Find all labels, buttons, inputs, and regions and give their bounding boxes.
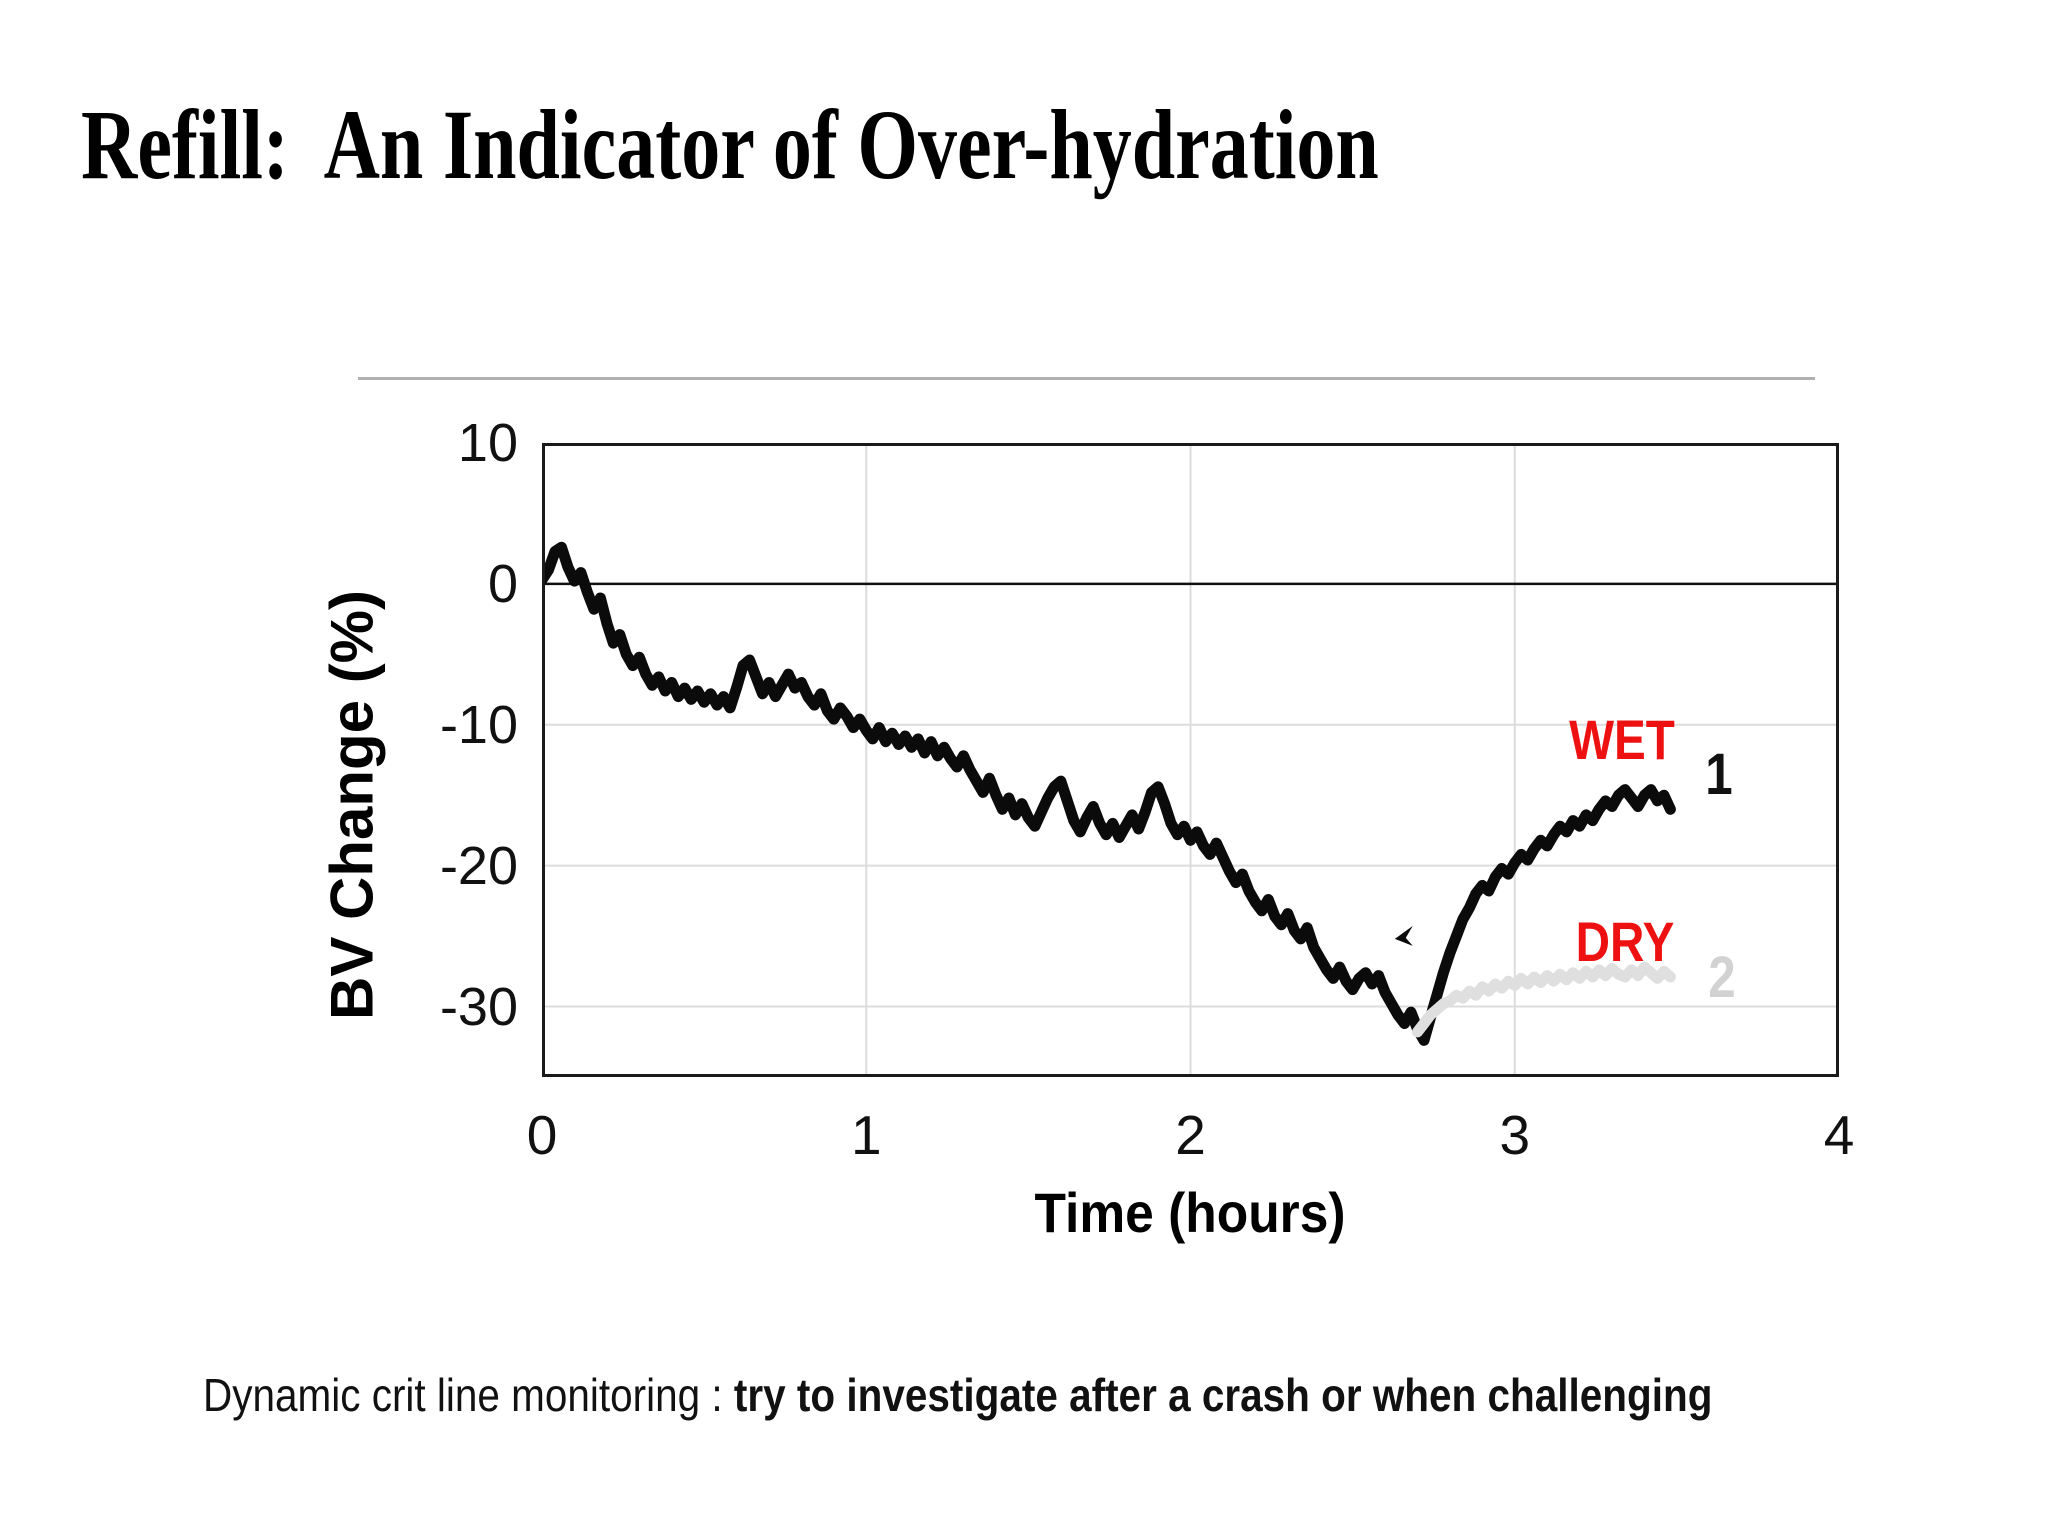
y-tick-label: -30 — [439, 976, 518, 1037]
y-axis-title: BV Change (%) — [318, 589, 386, 1021]
x-tick-label: 2 — [1175, 1104, 1206, 1166]
y-tick-label: 0 — [487, 553, 518, 614]
caption-regular: Dynamic crit line monitoring : — [203, 1369, 734, 1421]
y-tick-label: -20 — [439, 835, 518, 896]
crash-arrow-icon — [1394, 925, 1413, 946]
dry-label: DRY — [1575, 909, 1675, 973]
caption: Dynamic crit line monitoring : try to in… — [203, 1368, 1712, 1422]
trace-dry — [1412, 961, 1676, 1038]
slide-title: Refill: An Indicator of Over-hydration — [81, 89, 1379, 200]
y-tick-label: -10 — [439, 694, 518, 755]
x-tick-label: 0 — [526, 1104, 558, 1166]
plot-border — [542, 443, 1839, 1077]
curve2-number: 2 — [1708, 945, 1736, 1011]
trace-wet — [542, 541, 1676, 1046]
x-axis-title: Time (hours) — [1034, 1181, 1346, 1244]
x-tick-label: 3 — [1499, 1104, 1531, 1166]
y-tick-label: 10 — [457, 413, 518, 473]
x-tick-label: 4 — [1823, 1104, 1855, 1166]
caption-bold: try to investigate after a crash or when… — [733, 1369, 1713, 1421]
wet-label: WET — [1568, 708, 1675, 772]
divider-line — [358, 377, 1815, 380]
x-tick-label: 1 — [850, 1104, 882, 1166]
curve1-number: 1 — [1705, 742, 1733, 808]
plot-area — [542, 443, 1839, 1077]
